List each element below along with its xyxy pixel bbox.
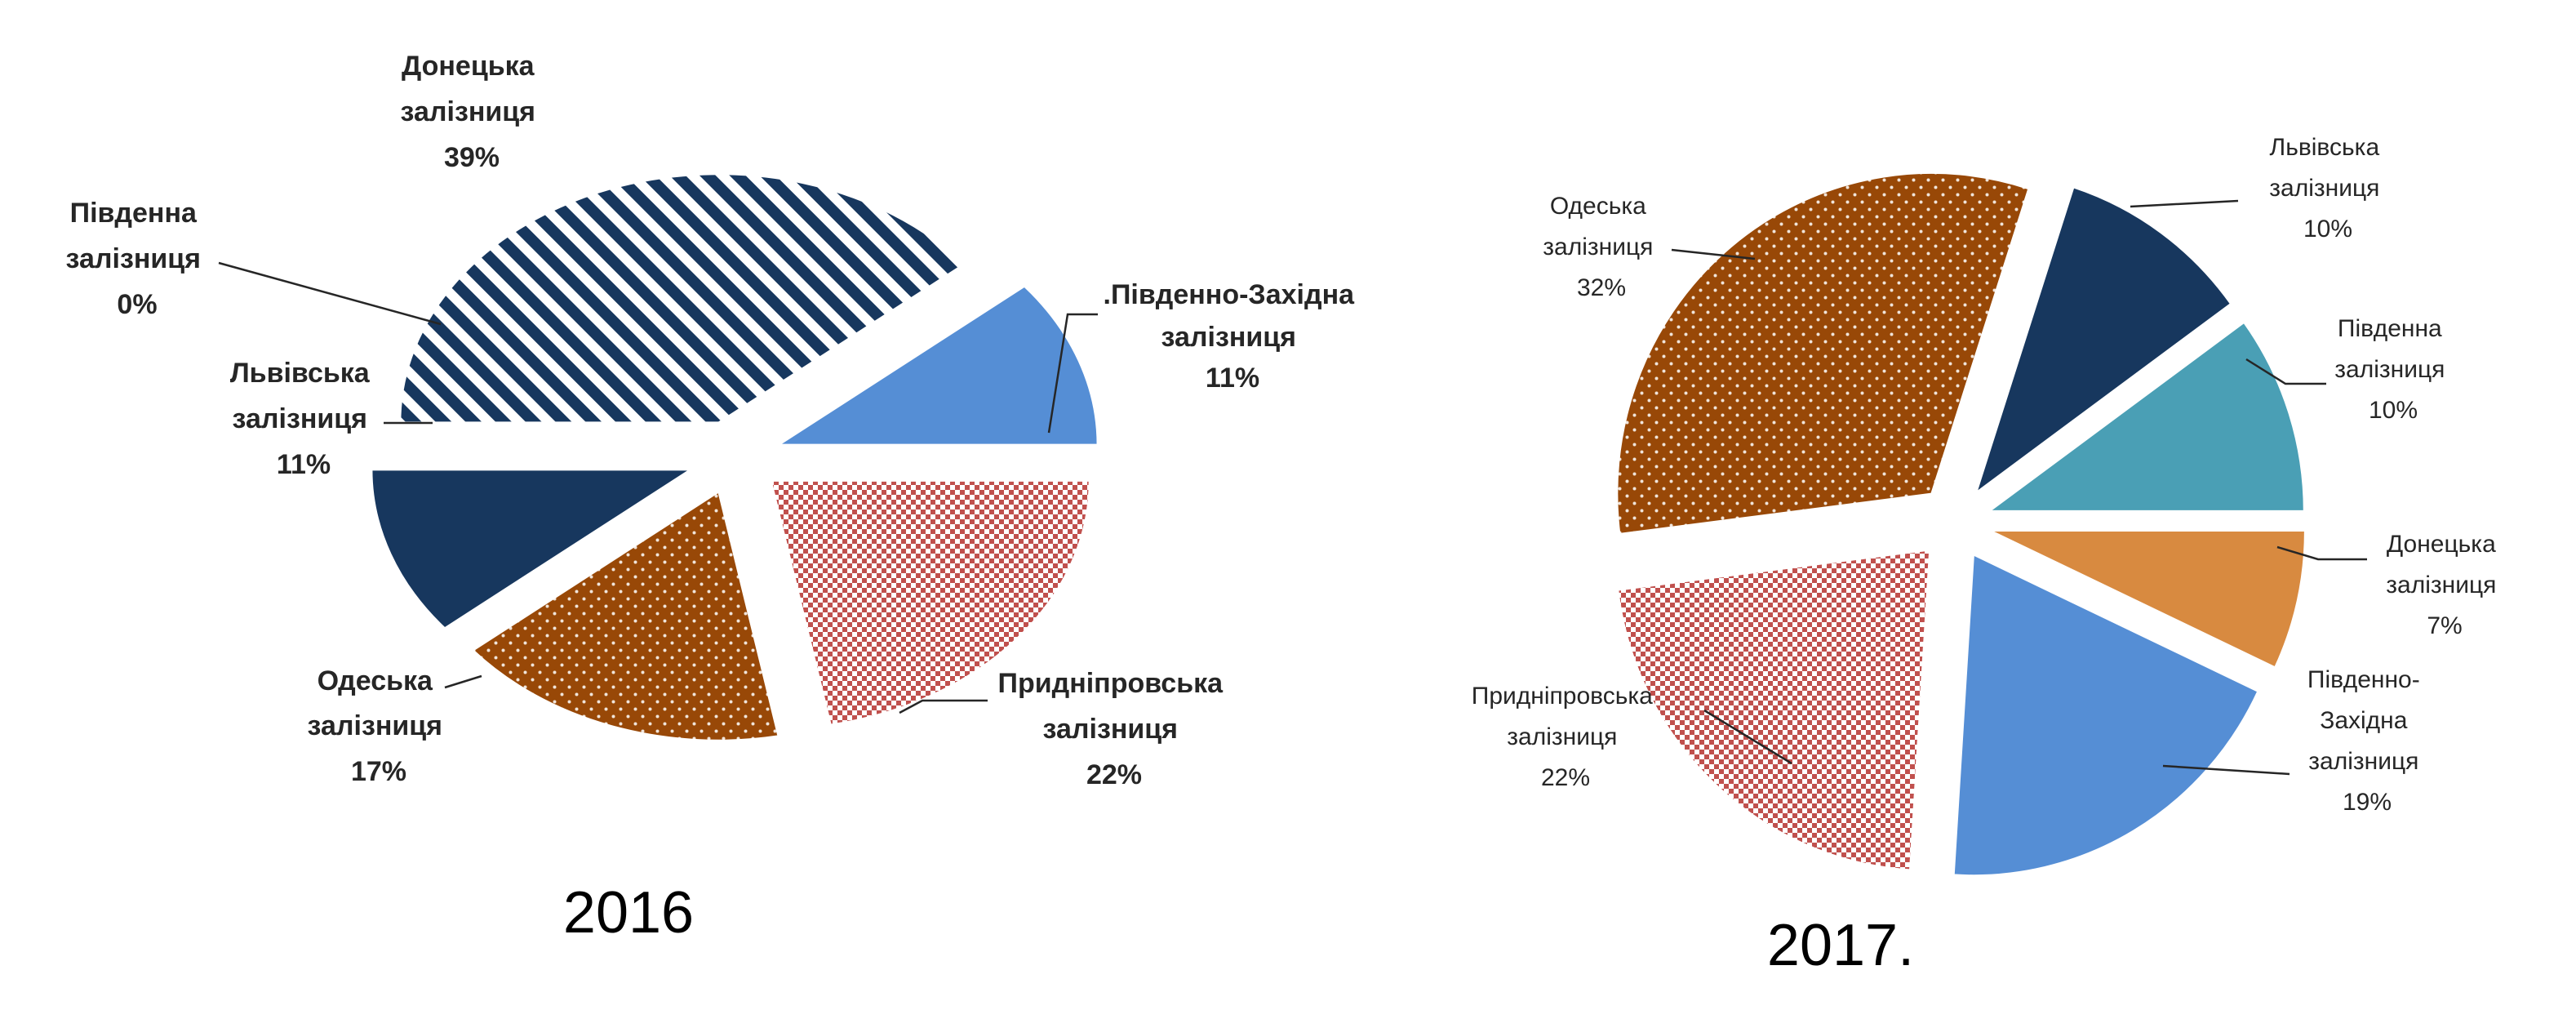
leader-donetska-2017 — [2276, 545, 2367, 561]
label-odeska-2016: Одеська залізниця 17% — [308, 665, 451, 787]
leader-lvivska-2017 — [2130, 199, 2239, 208]
pie-slice-2017-3 — [1952, 553, 2259, 877]
label-lvivska-2017: Львівська залізниця 10% — [2269, 134, 2386, 243]
pie-slice-2016-0 — [399, 173, 966, 424]
leader-odeska-2017 — [1671, 248, 1756, 260]
pie-slice-2016-2 — [770, 479, 1090, 726]
leader-prydnipr-2017 — [1703, 709, 1792, 765]
caption-2016: 2016 — [563, 880, 694, 946]
pie-slice-2016-3 — [472, 490, 779, 741]
leader-pivdzakh-2016 — [1047, 313, 1098, 434]
pie-slice-2017-0 — [1974, 186, 2232, 495]
pie-chart-2016 — [371, 173, 1099, 741]
pie-slice-2016-4 — [371, 469, 693, 630]
leader-pivdzakh-2017 — [2162, 764, 2290, 776]
label-prydnipr-2017: Придніпровська залізниця 22% — [1472, 683, 1659, 791]
label-pivdzakh-2017: Південно- Західна залізниця 19% — [2307, 666, 2427, 816]
leader-prydnipr-2016 — [899, 699, 988, 714]
pie-slice-2017-1 — [1987, 321, 2305, 512]
pie-slice-2016-1 — [776, 285, 1099, 446]
label-donetska-2016: Донецька залізниця 39% — [401, 51, 544, 173]
pie-slice-2017-4 — [1617, 549, 1931, 871]
leader-pivdenna-2016 — [218, 261, 442, 326]
label-lvivska-2016: Львівська залізниця 11% — [230, 358, 377, 480]
pie-slice-2017-2 — [1990, 530, 2306, 669]
leader-lines-2017 — [1671, 199, 2367, 776]
leader-pivdenna-2017 — [2245, 358, 2326, 385]
label-prydnipr-2016: Придніпровська залізниця 22% — [998, 668, 1231, 790]
label-donetska-2017: Донецька залізниця 7% — [2386, 531, 2503, 639]
label-pivdenna-2017: Південна залізниця 10% — [2334, 315, 2451, 424]
leader-lines-2016 — [218, 261, 1098, 714]
data-labels-2016: Донецька залізниця 39% Південна залізниц… — [66, 51, 1362, 790]
label-odeska-2017: Одеська залізниця 32% — [1543, 193, 1659, 301]
caption-2017: 2017. — [1767, 913, 1914, 978]
pie-slice-2017-5 — [1616, 172, 2030, 535]
leader-odeska-2016 — [444, 674, 482, 689]
pie-chart-2017 — [1616, 172, 2306, 877]
label-pivdzakh-2016: .Південно-Західна залізниця 11% — [1104, 279, 1362, 394]
data-labels-2017: Одеська залізниця 32% Львівська залізниц… — [1472, 134, 2503, 816]
label-pivdenna-2016: Південна залізниця 0% — [66, 198, 209, 320]
